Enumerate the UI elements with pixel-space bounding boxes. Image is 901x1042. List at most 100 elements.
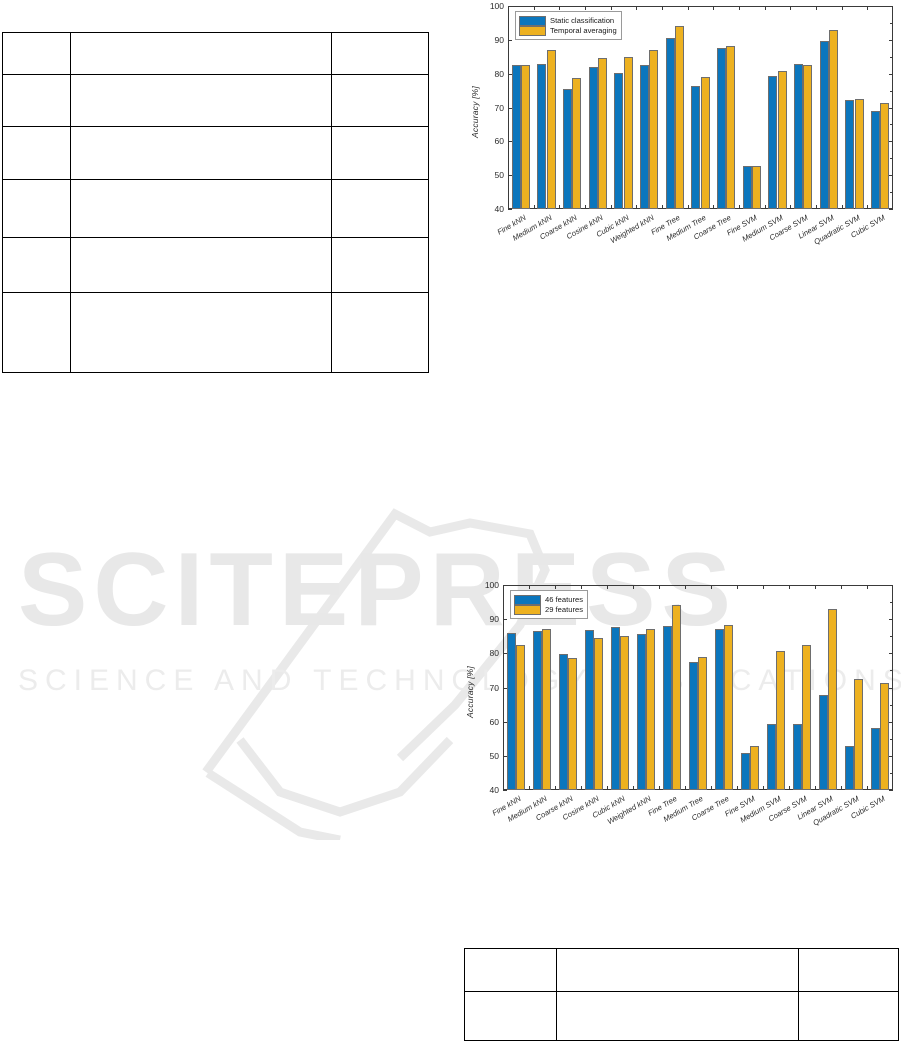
table-cell-c0 bbox=[464, 991, 557, 1041]
table-bottom bbox=[464, 948, 899, 1041]
legend-item-2[interactable]: Temporal averaging bbox=[519, 25, 617, 36]
x-tick-mark-top bbox=[685, 585, 686, 589]
bar-series1 bbox=[511, 64, 521, 209]
table-cell-c0 bbox=[464, 948, 557, 992]
x-tick-mark-top bbox=[581, 585, 582, 589]
x-tick-mark bbox=[611, 205, 612, 209]
x-tick-mark-top bbox=[559, 6, 560, 10]
bar-series2 bbox=[750, 746, 760, 790]
table-row bbox=[464, 991, 899, 1041]
legend-item-1[interactable]: Static classification bbox=[519, 15, 617, 26]
x-tick-mark-top bbox=[789, 585, 790, 589]
y-tick-mark bbox=[508, 108, 512, 109]
bar-series2 bbox=[828, 29, 839, 209]
legend-swatch-icon bbox=[514, 604, 541, 615]
table-bottom-body bbox=[464, 948, 899, 1041]
bar-series1 bbox=[584, 630, 594, 790]
x-tick-mark-top bbox=[815, 585, 816, 589]
y-tick-mark-right bbox=[889, 688, 893, 689]
bar-chart-46-vs-29-features: 40 50 60 70 80 90 100 Accuracy [%] Fine kNN Mediu… bbox=[455, 575, 901, 840]
x-tick-mark-top bbox=[688, 6, 689, 10]
table-cell-c1 bbox=[556, 948, 799, 992]
table-cell-c0 bbox=[2, 292, 71, 373]
y-tick-minor bbox=[890, 705, 893, 706]
chart-legend[interactable]: Static classification Temporal averaging bbox=[515, 11, 622, 40]
y-tick-minor bbox=[890, 739, 893, 740]
x-tick-mark bbox=[633, 786, 634, 790]
x-tick-mark-top bbox=[555, 585, 556, 589]
bar-series2 bbox=[698, 656, 708, 790]
x-tick-mark bbox=[636, 205, 637, 209]
bar-series1 bbox=[562, 88, 573, 209]
x-tick-mark-top bbox=[636, 6, 637, 10]
bar-series2 bbox=[854, 679, 864, 790]
table-cell-c1 bbox=[70, 32, 332, 75]
x-tick-mark-top bbox=[867, 585, 868, 589]
x-tick-mark bbox=[529, 786, 530, 790]
bar-series2 bbox=[802, 644, 812, 790]
y-tick-minor bbox=[890, 602, 893, 603]
x-tick-mark bbox=[842, 205, 843, 209]
x-tick-mark-top bbox=[534, 6, 535, 10]
table-cell-c2 bbox=[331, 74, 429, 127]
x-tick-mark-top bbox=[711, 585, 712, 589]
y-tick-mark-right bbox=[889, 141, 893, 142]
x-tick-mark bbox=[534, 205, 535, 209]
y-tick-minor bbox=[890, 158, 893, 159]
bar-series1 bbox=[768, 76, 778, 209]
y-tick-label: 80 bbox=[494, 68, 504, 79]
legend-item-1[interactable]: 46 features bbox=[514, 594, 583, 605]
y-tick-mark bbox=[503, 585, 507, 586]
x-tick-mark-top bbox=[611, 6, 612, 10]
bar-series2 bbox=[880, 103, 890, 209]
bar-series2 bbox=[568, 658, 578, 790]
table-cell-c0 bbox=[2, 126, 71, 180]
table-row bbox=[2, 74, 429, 127]
x-tick-mark-top bbox=[867, 6, 868, 10]
bar-series2 bbox=[597, 58, 608, 209]
y-tick-minor bbox=[890, 670, 893, 671]
bar-series2 bbox=[546, 49, 556, 209]
x-tick-mark-top bbox=[585, 6, 586, 10]
y-tick-label: 60 bbox=[489, 716, 499, 727]
x-tick-mark-top bbox=[529, 585, 530, 589]
table-cell-c2 bbox=[331, 32, 429, 75]
x-tick-mark-top bbox=[842, 6, 843, 10]
table-row bbox=[2, 292, 429, 373]
x-tick-mark-top bbox=[713, 6, 714, 10]
bar-series1 bbox=[716, 47, 727, 209]
y-tick-label: 70 bbox=[494, 102, 504, 113]
y-tick-mark bbox=[508, 40, 512, 41]
x-tick-mark bbox=[765, 205, 766, 209]
bar-series1 bbox=[714, 628, 724, 790]
y-tick-label: 80 bbox=[489, 648, 499, 659]
legend-item-2[interactable]: 29 features bbox=[514, 604, 583, 615]
x-tick-mark-top bbox=[763, 585, 764, 589]
legend-swatch-icon bbox=[519, 15, 546, 26]
y-tick-label: 50 bbox=[489, 750, 499, 761]
bar-series2 bbox=[777, 70, 787, 209]
bar-series2 bbox=[700, 76, 710, 209]
bar-series1 bbox=[588, 66, 598, 209]
x-tick-mark bbox=[816, 205, 817, 209]
table-row bbox=[2, 32, 429, 75]
x-tick-mark bbox=[581, 786, 582, 790]
x-tick-mark bbox=[737, 786, 738, 790]
x-tick-mark-top bbox=[662, 6, 663, 10]
bar-series1 bbox=[792, 724, 802, 790]
bar-series1 bbox=[688, 662, 698, 790]
y-tick-mark bbox=[508, 6, 512, 7]
bar-series1 bbox=[818, 695, 828, 790]
x-tick-mark bbox=[555, 786, 556, 790]
x-tick-mark-top bbox=[790, 6, 791, 10]
chart-legend[interactable]: 46 features 29 features bbox=[510, 590, 588, 619]
y-tick-mark-right bbox=[889, 74, 893, 75]
y-tick-label: 90 bbox=[489, 614, 499, 625]
y-tick-mark bbox=[508, 209, 512, 210]
table-cell-c2 bbox=[798, 991, 899, 1041]
legend-label: Static classification bbox=[550, 16, 615, 25]
table-cell-c0 bbox=[2, 237, 71, 293]
bar-series2 bbox=[828, 608, 838, 790]
legend-label: 29 features bbox=[545, 605, 583, 614]
bar-series1 bbox=[639, 64, 650, 209]
